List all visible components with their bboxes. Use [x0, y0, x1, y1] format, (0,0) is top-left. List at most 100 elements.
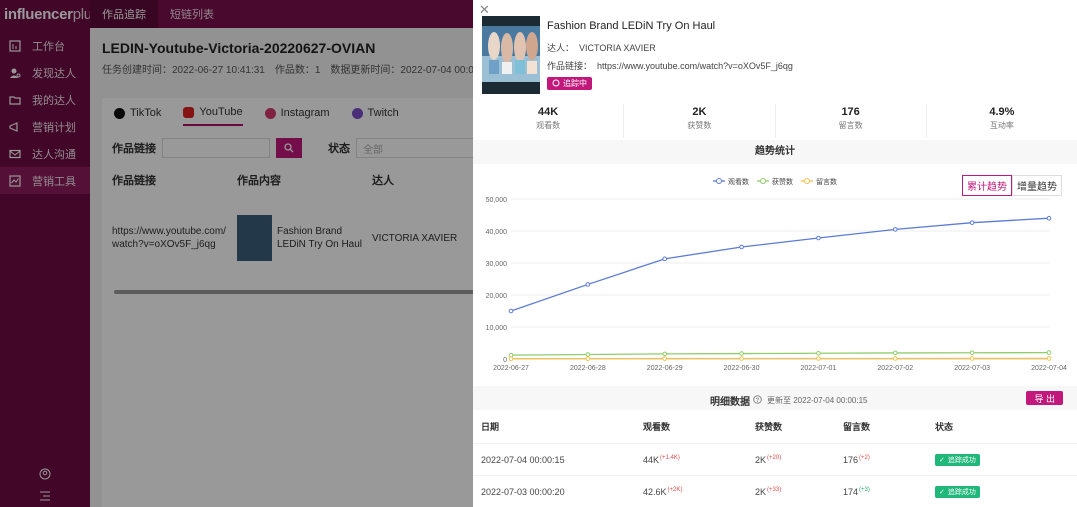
tab-youtube[interactable]: YouTube [183, 106, 243, 126]
tab-label: TikTok [130, 107, 162, 119]
export-button[interactable]: 导 出 [1026, 391, 1063, 405]
horizontal-scrollbar[interactable] [114, 290, 474, 294]
link-filter-input[interactable] [162, 138, 270, 158]
link-filter-label: 作品链接 [112, 143, 156, 155]
chart-tool-icon [8, 174, 22, 188]
row-status: ✓ 追踪成功 [935, 453, 1075, 466]
influencer-name: VICTORIA XAVIER [579, 43, 656, 53]
sidebar: influencer plus 工作台 发现达人 我的达人 营销计划 达人沟通 营… [0, 0, 99, 507]
stat-label: 观看数 [536, 121, 561, 130]
video-title: Fashion Brand LEDiN Try On Haul [547, 20, 716, 32]
views-delta: (+1.4K) [660, 454, 680, 461]
sidebar-item-discover[interactable]: 发现达人 [0, 59, 90, 86]
link-label: 作品链接： [547, 61, 593, 71]
incremental-trend-button[interactable]: 增量趋势 [1012, 175, 1062, 196]
sidebar-item-marketing-tools[interactable]: 营销工具 [0, 167, 90, 194]
row-link[interactable]: https://www.youtube.com/watch?v=oXOv5F_j… [112, 226, 226, 250]
status-label: 追踪成功 [947, 456, 976, 464]
status-badge: 追踪中 [547, 77, 592, 90]
x-tick-label: 2022-07-02 [877, 365, 913, 372]
svg-text:?: ? [756, 397, 760, 403]
user-icon[interactable] [0, 463, 90, 485]
sidebar-item-marketing-plan[interactable]: 营销计划 [0, 113, 90, 140]
tab-twitch[interactable]: Twitch [351, 106, 399, 126]
tab-label: YouTube [199, 106, 243, 118]
row-comments: 176(+2) [843, 455, 935, 465]
tab-tiktok[interactable]: TikTok [114, 106, 161, 126]
page-title: LEDIN-Youtube-Victoria-20220627-OVIAN [102, 40, 376, 56]
dashboard-icon [8, 39, 22, 53]
detail-header-bar: 明细数据 ? 更新至 2022-07-04 00:00:15 导 出 [473, 386, 1077, 410]
col-views: 观看数 [643, 422, 671, 432]
data-point [739, 244, 744, 250]
stat-likes: 2K 获赞数 [624, 104, 776, 138]
updated-label: 数据更新时间： [330, 65, 401, 76]
detail-title-group: 明细数据 ? 更新至 2022-07-04 00:00:15 [710, 393, 868, 408]
y-tick-label: 0 [503, 357, 507, 364]
row-likes: 2K(+20) [755, 455, 843, 465]
close-icon[interactable]: ✕ [479, 2, 490, 17]
row-content-title: Fashion Brand LEDiN Try On Haul [277, 226, 363, 250]
row-views: 44K(+1.4K) [643, 455, 755, 465]
search-icon [284, 143, 294, 153]
stat-label: 留言数 [838, 121, 863, 130]
user-search-icon [8, 66, 22, 80]
tab-instagram[interactable]: Instagram [264, 106, 330, 126]
data-point [1046, 215, 1052, 221]
table-row: 2022-07-04 00:00:15 44K(+1.4K) 2K(+20) 1… [473, 444, 1077, 476]
data-point [739, 356, 744, 361]
col-status: 状态 [935, 422, 954, 432]
created-label: 任务创建时间： [102, 65, 172, 76]
data-point [1046, 350, 1052, 355]
status-label: 追踪成功 [947, 488, 976, 496]
instagram-icon [264, 107, 276, 119]
cumulative-trend-button[interactable]: 累计趋势 [962, 175, 1012, 196]
video-link[interactable]: https://www.youtube.com/watch?v=oXOv5F_j… [597, 61, 793, 71]
help-icon[interactable]: ? [753, 394, 762, 407]
work-detail-drawer: ✕ Fashion Brand LEDiN Try On Haul 达人： VI… [473, 0, 1077, 507]
updated-time: 2022-07-04 00:00:15 [400, 65, 494, 76]
modal-mask[interactable] [0, 0, 473, 507]
data-point [816, 235, 821, 241]
data-point [662, 351, 668, 357]
filter-bar: 作品链接 状态 全部 [112, 138, 486, 158]
row-comments: 174(+3) [843, 487, 935, 497]
comments-delta: (+2) [859, 454, 870, 461]
sidebar-item-my-influencers[interactable]: 我的达人 [0, 86, 90, 113]
data-point [739, 351, 744, 356]
row-date: 2022-07-03 00:00:20 [481, 486, 565, 497]
sidebar-item-dashboard[interactable]: 工作台 [0, 32, 90, 59]
video-thumbnail[interactable] [482, 16, 540, 94]
legend-label: 获赞数 [772, 177, 793, 186]
sidebar-item-communication[interactable]: 达人沟通 [0, 140, 90, 167]
views-delta: (+2K) [667, 486, 683, 493]
data-point [662, 256, 668, 262]
views-value: 44K [643, 454, 660, 465]
sidebar-item-label: 营销工具 [32, 175, 76, 188]
influencer-info: 达人： VICTORIA XAVIER [547, 41, 656, 54]
search-button[interactable] [276, 138, 302, 158]
tiktok-icon [114, 107, 125, 119]
x-tick-label: 2022-06-27 [493, 365, 529, 372]
youtube-icon [183, 106, 195, 118]
status-filter-label: 状态 [328, 143, 350, 155]
tab-short-links[interactable]: 短链列表 [170, 9, 214, 21]
trend-section-title: 趋势统计 [473, 140, 1077, 164]
likes-delta: (+20) [767, 454, 782, 461]
video-thumbnail[interactable] [237, 215, 272, 261]
data-point [816, 350, 821, 356]
legend-marker [760, 178, 766, 184]
sidebar-item-label: 工作台 [32, 40, 65, 53]
series-line-1 [510, 217, 1050, 312]
works-label: 作品数： [274, 65, 315, 76]
data-point [1046, 356, 1052, 361]
tab-label: Instagram [280, 107, 330, 119]
table-row[interactable]: https://www.youtube.com/watch?v=oXOv5F_j… [112, 203, 512, 273]
y-tick-label: 30,000 [486, 261, 508, 268]
tab-work-tracking[interactable]: 作品追踪 [90, 0, 158, 28]
collapse-menu-icon[interactable] [0, 485, 90, 507]
sidebar-item-label: 我的达人 [32, 94, 76, 107]
y-tick-label: 20,000 [486, 293, 508, 300]
comments-delta: (+3) [859, 486, 870, 493]
row-views: 42.6K(+2K) [643, 487, 755, 497]
